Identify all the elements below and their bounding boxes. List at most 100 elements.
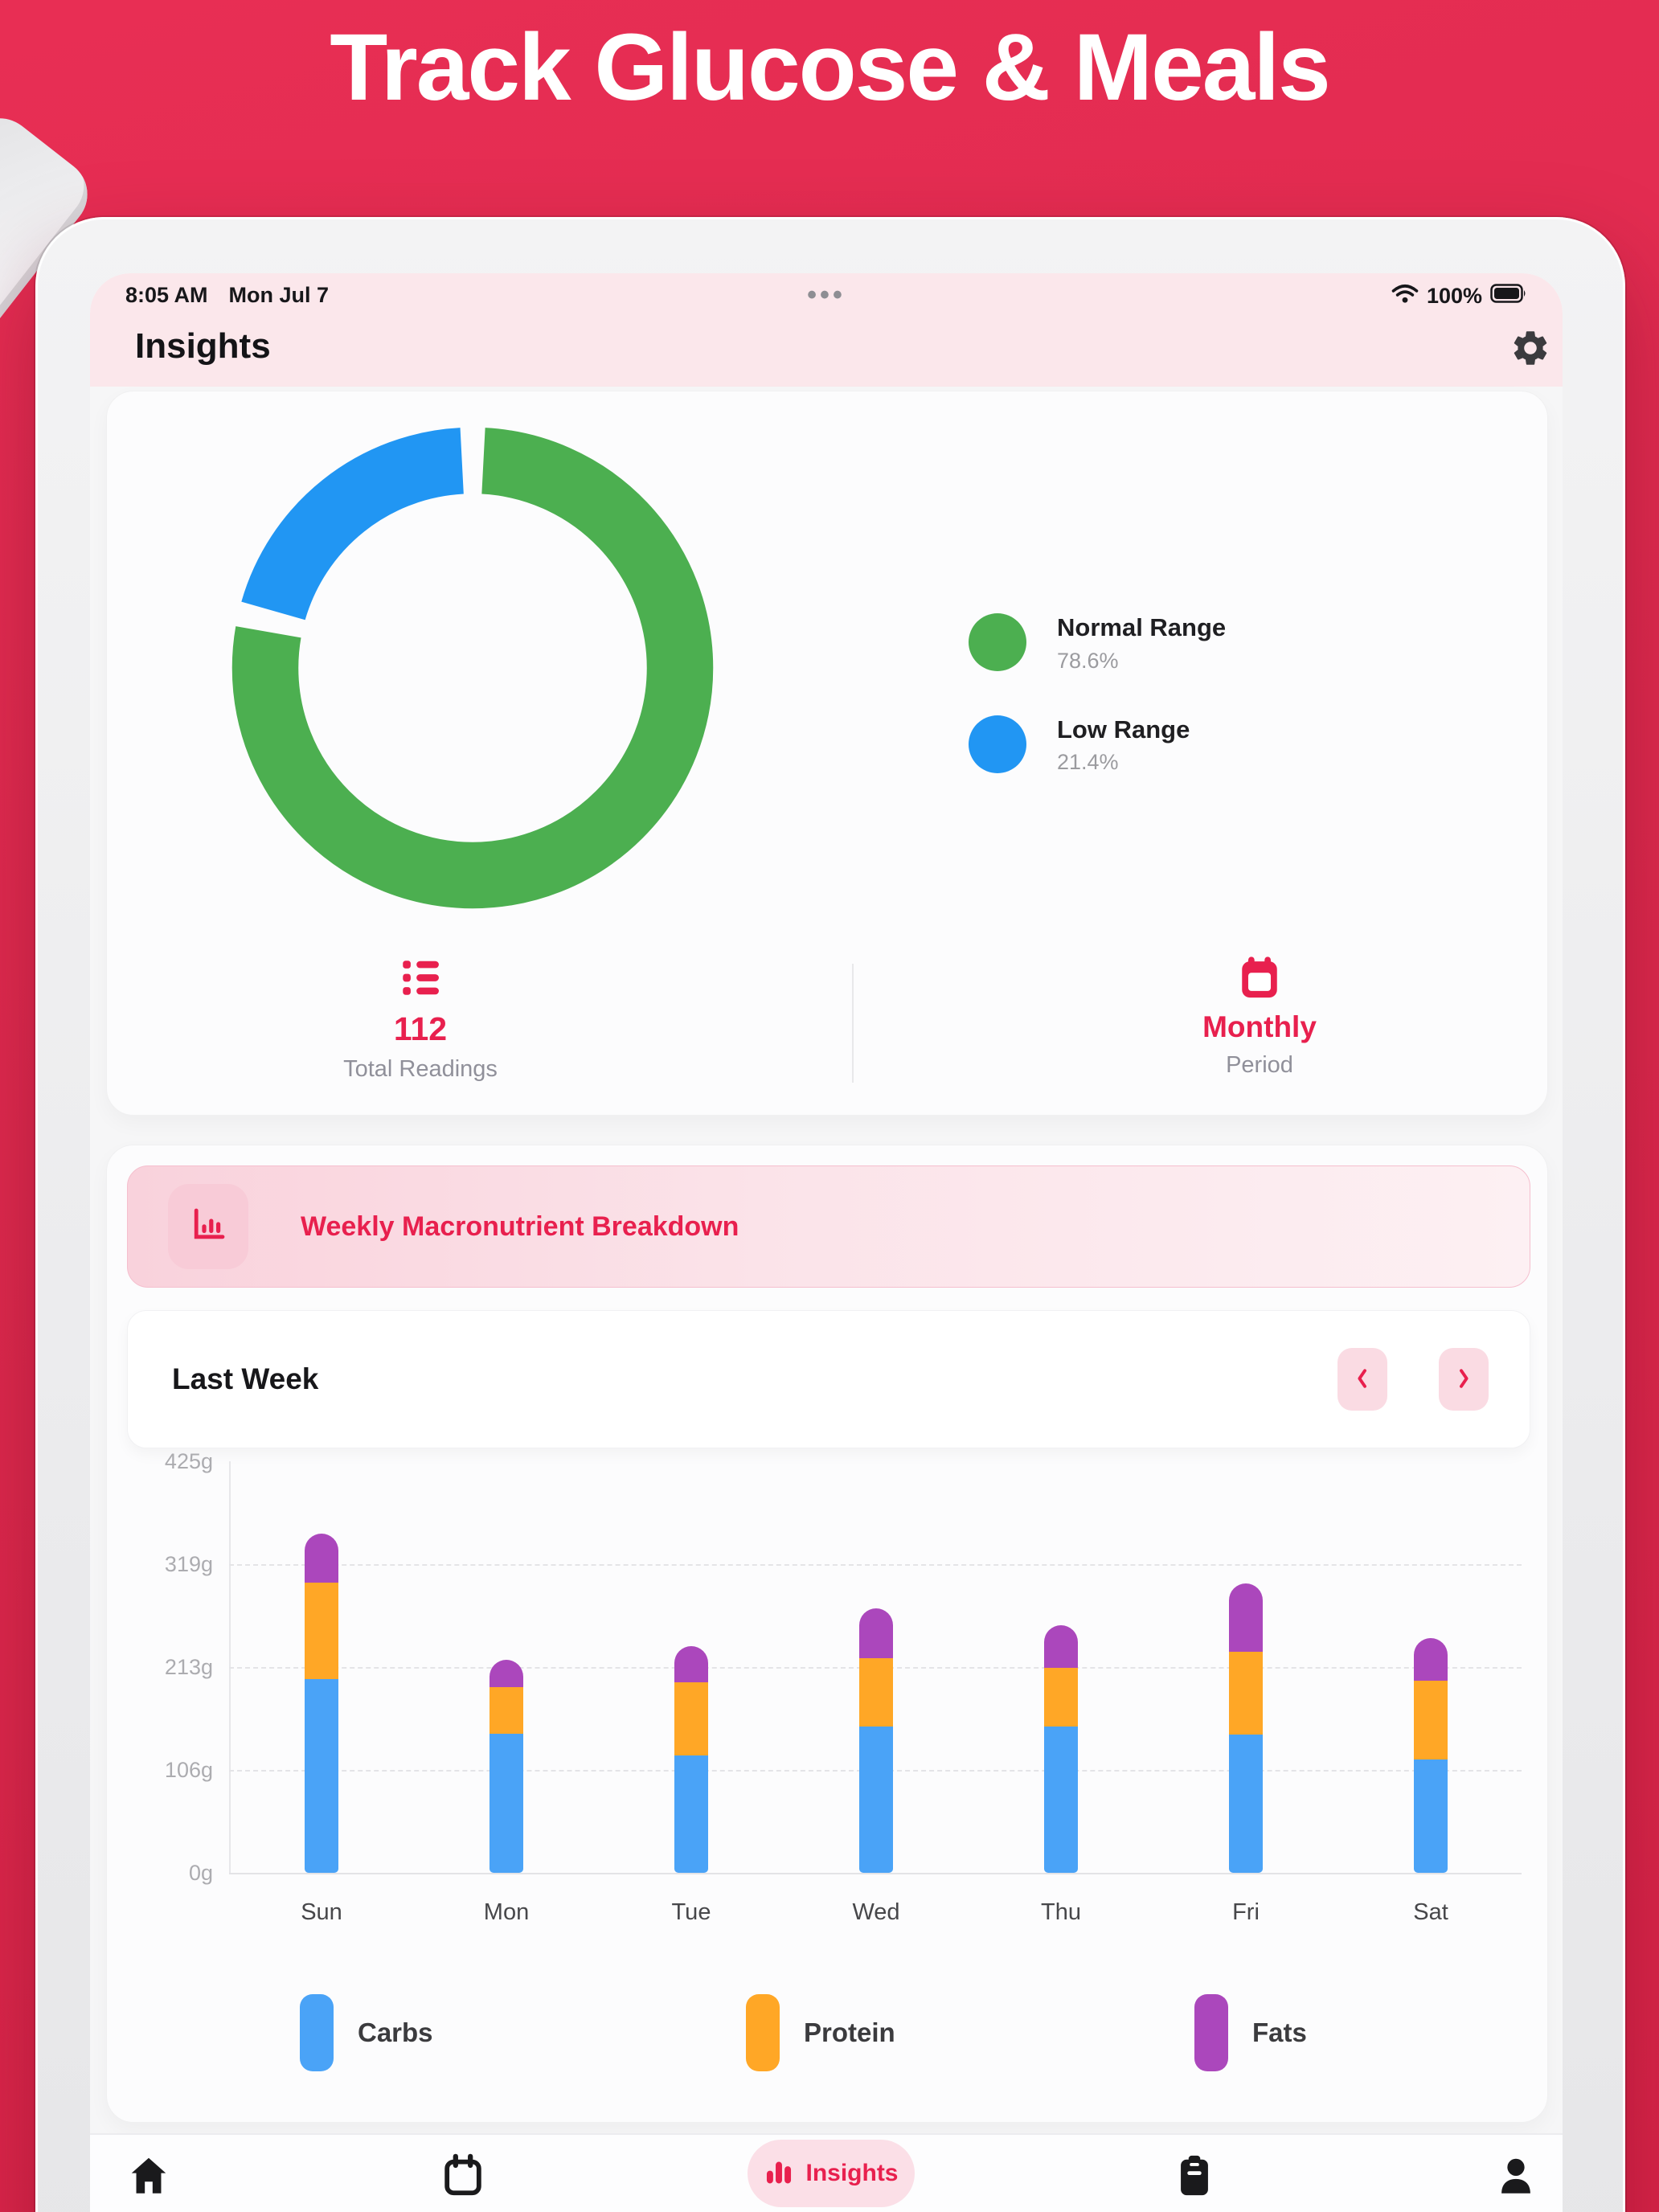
tab-insights-label: Insights — [805, 2160, 899, 2186]
legend-item-fats: Fats — [1194, 1994, 1307, 2071]
status-bar: 8:05 AM Mon Jul 7 ••• 100% — [90, 280, 1563, 310]
bar-segment-protein-wed — [859, 1657, 893, 1727]
bar-segment-carbs-thu — [1044, 1727, 1078, 1873]
next-week-button[interactable] — [1439, 1348, 1489, 1411]
y-tick-label: 425g — [164, 1449, 213, 1473]
glucose-distribution-card: Normal Range 78.6% Low Range 21.4% — [106, 391, 1548, 1116]
tab-profile[interactable] — [1493, 2153, 1539, 2199]
bar-segment-protein-sun — [305, 1582, 338, 1680]
bar-segment-fats-mon — [490, 1659, 523, 1687]
battery-icon — [1490, 284, 1527, 309]
carbs-label: Carbs — [358, 2017, 433, 2047]
status-date: Mon Jul 7 — [228, 283, 330, 307]
week-label: Last Week — [172, 1362, 319, 1395]
gear-icon — [1509, 330, 1551, 371]
app-header: 8:05 AM Mon Jul 7 ••• 100% — [90, 273, 1563, 387]
bar-segment-protein-thu — [1044, 1667, 1078, 1727]
bar-segment-protein-sat — [1414, 1681, 1448, 1760]
carbs-swatch — [300, 1994, 334, 2071]
fats-swatch — [1194, 1994, 1228, 2071]
legend-item-low-range: Low Range 21.4% — [969, 715, 1226, 776]
bar-segment-protein-fri — [1229, 1652, 1263, 1735]
legend-item-protein: Protein — [746, 1994, 895, 2071]
insights-bars-icon — [764, 2157, 794, 2190]
gridline — [229, 1564, 1522, 1566]
glucose-donut-chart — [231, 427, 714, 909]
calendar-icon — [1091, 954, 1428, 1001]
y-tick-label: 213g — [164, 1655, 213, 1679]
macro-stacked-bar-chart: 0g 106g 213g 319g 425g Sun Mon Tue Wed Thu Fri Sat — [107, 1449, 1522, 1952]
bar-segment-protein-tue — [674, 1682, 708, 1756]
total-readings-stat: 112 Total Readings — [252, 954, 589, 1083]
fats-label: Fats — [1252, 2017, 1307, 2047]
total-readings-value: 112 — [393, 1010, 448, 1047]
stats-divider — [852, 964, 854, 1083]
bar-segment-carbs-tue — [674, 1755, 708, 1873]
wifi-icon — [1391, 283, 1419, 309]
x-tick-label-sun: Sun — [301, 1899, 342, 1925]
chevron-left-icon — [1350, 1365, 1374, 1395]
banner: Track Glucose & Meals — [0, 13, 1659, 122]
bar-segment-fats-sun — [305, 1534, 338, 1583]
bar-segment-fats-wed — [859, 1608, 893, 1658]
week-selector-card: Last Week — [127, 1310, 1530, 1448]
y-tick-label: 0g — [188, 1861, 213, 1885]
banner-title: Track Glucose & Meals — [330, 14, 1331, 121]
total-readings-label: Total Readings — [343, 1056, 498, 1082]
legend-label: Normal Range — [1057, 613, 1227, 641]
legend-item-carbs: Carbs — [300, 1994, 433, 2071]
x-tick-label-wed: Wed — [852, 1899, 900, 1925]
protein-label: Protein — [804, 2017, 895, 2047]
x-tick-label-mon: Mon — [483, 1899, 530, 1925]
bar-segment-carbs-fri — [1229, 1734, 1263, 1873]
protein-swatch — [746, 1994, 780, 2071]
period-value: Monthly — [1202, 1010, 1317, 1043]
calendar-outline-icon — [440, 2153, 486, 2202]
bar-segment-carbs-sun — [305, 1679, 338, 1873]
bar-segment-carbs-sat — [1414, 1759, 1448, 1873]
macro-icon-tile — [168, 1184, 248, 1269]
x-tick-label-thu: Thu — [1041, 1899, 1081, 1925]
person-icon — [1493, 2158, 1539, 2202]
tab-bar: Insights — [90, 2133, 1563, 2212]
bar-segment-fats-fri — [1229, 1583, 1263, 1653]
tab-home[interactable] — [125, 2153, 172, 2199]
x-tick-label-tue: Tue — [671, 1899, 711, 1925]
x-tick-label-sat: Sat — [1413, 1899, 1448, 1925]
donut-legend: Normal Range 78.6% Low Range 21.4% — [969, 613, 1226, 775]
y-tick-label: 319g — [164, 1552, 213, 1576]
tab-insights-active[interactable]: Insights — [748, 2140, 915, 2207]
previous-week-button[interactable] — [1337, 1348, 1387, 1411]
app-screen[interactable]: 8:05 AM Mon Jul 7 ••• 100% — [90, 273, 1563, 2212]
bar-segment-fats-thu — [1044, 1624, 1078, 1668]
legend-value: 21.4% — [1057, 750, 1119, 775]
tab-calendar[interactable] — [440, 2153, 486, 2199]
legend-value: 78.6% — [1057, 648, 1119, 673]
x-tick-label-fri: Fri — [1232, 1899, 1260, 1925]
macro-section-header: Weekly Macronutrient Breakdown — [127, 1165, 1530, 1288]
macro-section-title: Weekly Macronutrient Breakdown — [301, 1210, 739, 1242]
clipboard-icon — [1171, 2155, 1218, 2202]
bar-segment-protein-mon — [490, 1686, 523, 1734]
low-range-dot — [969, 715, 1026, 773]
period-label: Period — [1226, 1052, 1293, 1078]
bar-segment-fats-tue — [674, 1646, 708, 1682]
bar-chart-icon — [189, 1206, 227, 1248]
chevron-right-icon — [1452, 1365, 1476, 1395]
bar-segment-carbs-wed — [859, 1727, 893, 1873]
home-icon — [125, 2157, 172, 2202]
tab-log[interactable] — [1171, 2153, 1218, 2199]
settings-button[interactable] — [1508, 326, 1553, 371]
legend-item-normal-range: Normal Range 78.6% — [969, 613, 1226, 674]
legend-label: Low Range — [1057, 715, 1190, 743]
bar-segment-carbs-mon — [490, 1733, 523, 1873]
bar-segment-fats-sat — [1414, 1638, 1448, 1682]
list-icon — [252, 954, 589, 1001]
normal-range-dot — [969, 613, 1026, 671]
y-tick-label: 106g — [164, 1758, 213, 1782]
status-time: 8:05 AM — [125, 283, 208, 307]
donut-normal-segment — [231, 427, 714, 909]
tablet-frame: 8:05 AM Mon Jul 7 ••• 100% — [35, 217, 1625, 2212]
page-title: Insights — [135, 326, 271, 366]
